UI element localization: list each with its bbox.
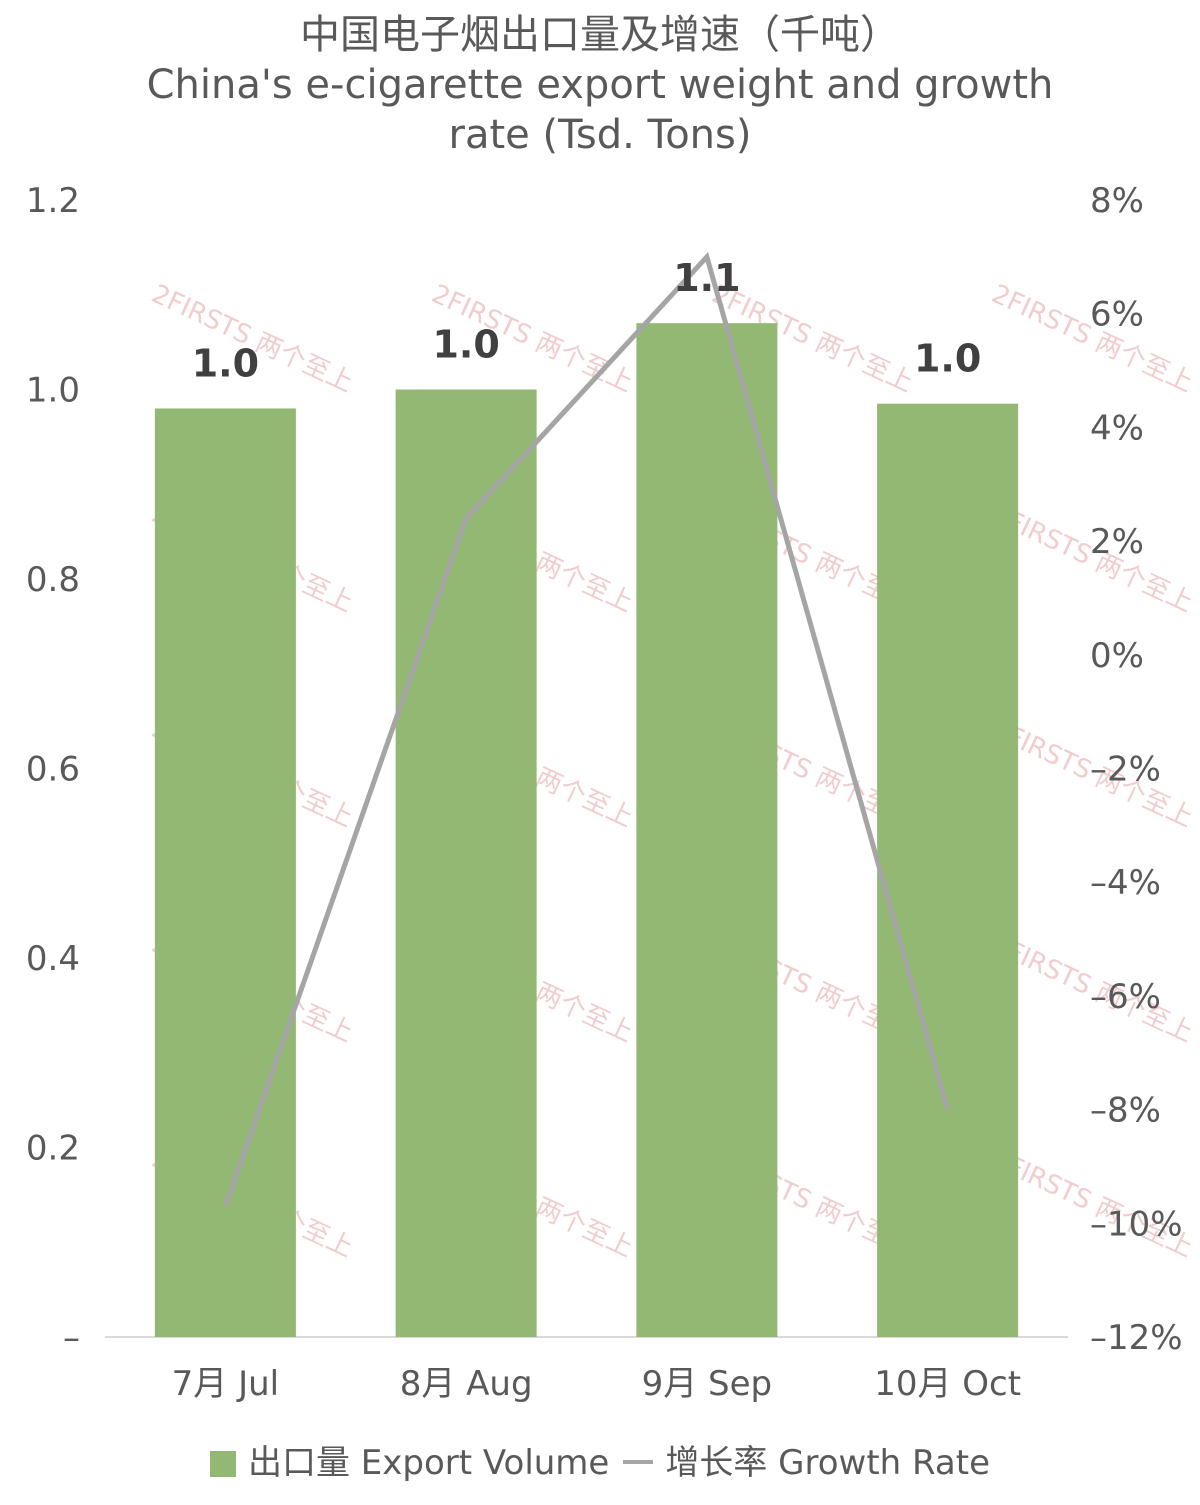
title-english-line1: China's e-cigarette export weight and gr…	[146, 62, 1054, 108]
y-right-tick-label: –4%	[1090, 863, 1161, 903]
legend-bar-swatch	[209, 1451, 236, 1477]
y-left-tick-label: 1.2	[26, 181, 80, 221]
y-right-tick-label: 2%	[1090, 522, 1144, 562]
line-layer	[223, 251, 951, 1208]
bar-data-label: 1.0	[914, 337, 981, 381]
legend-line-swatch	[623, 1460, 654, 1464]
y-left-tick-label: 0.6	[26, 750, 80, 790]
bar-data-label: 1.0	[192, 341, 259, 385]
chart-title: 中国电子烟出口量及增速（千吨） China's e-cigarette expo…	[0, 10, 1200, 160]
y-left-tick-label: 0.2	[26, 1129, 80, 1169]
x-tick-label: 8月 Aug	[400, 1364, 533, 1404]
bar	[154, 408, 296, 1337]
y-left-tick-label: 1.0	[26, 371, 80, 411]
x-tick-label: 9月 Sep	[642, 1364, 773, 1404]
y-right-tick-label: –12%	[1090, 1318, 1183, 1358]
x-tick-label: 7月 Jul	[172, 1364, 279, 1404]
title-english-line2: rate (Tsd. Tons)	[448, 112, 752, 158]
legend-bar-label: 出口量 Export Volume	[247, 1443, 610, 1483]
y-right-tick-label: –6%	[1090, 977, 1161, 1017]
bar-data-label: 1.0	[432, 323, 499, 367]
bar	[877, 403, 1019, 1337]
labels-layer: 1.0 1.0 1.1 1.0	[192, 256, 982, 385]
bar	[395, 389, 537, 1337]
y-left-tick-label: –	[63, 1318, 80, 1358]
y-right-tick-label: –8%	[1090, 1091, 1161, 1131]
y-left-tick-label: 0.8	[26, 560, 80, 600]
y-right-tick-label: 0%	[1090, 636, 1144, 676]
bar-data-label: 1.1	[673, 256, 740, 300]
axes-layer: – 0.2 0.4 0.6 0.8 1.0 1.2 –12% –10% –8% –6% –4% –2% 0…	[26, 181, 1183, 1404]
growth-rate-line	[223, 251, 951, 1208]
chart-legend: 出口量 Export Volume 增长率 Growth Rate	[0, 1435, 1200, 1484]
bar	[636, 323, 778, 1337]
y-right-tick-label: 4%	[1090, 408, 1144, 448]
title-chinese: 中国电子烟出口量及增速（千吨）	[300, 12, 900, 58]
y-left-tick-label: 0.4	[26, 939, 80, 979]
legend-line-label: 增长率 Growth Rate	[665, 1443, 991, 1483]
y-right-tick-label: 8%	[1090, 181, 1144, 221]
y-right-tick-label: –10%	[1090, 1204, 1183, 1244]
bars-layer	[154, 323, 1019, 1337]
y-right-tick-label: –2%	[1090, 750, 1161, 790]
y-right-tick-label: 6%	[1090, 295, 1144, 335]
x-tick-label: 10月 Oct	[874, 1364, 1021, 1404]
